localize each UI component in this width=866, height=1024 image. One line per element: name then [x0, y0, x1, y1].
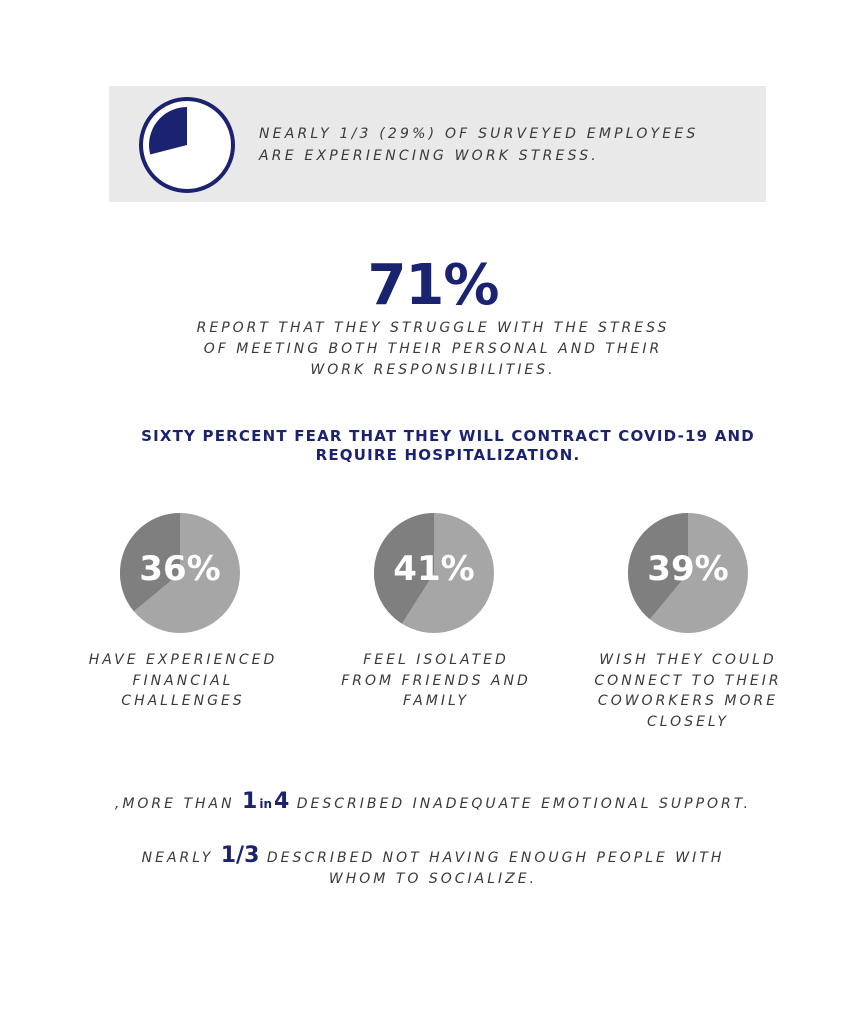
isolation-percent-label: 41% — [393, 549, 475, 589]
pie-slice — [119, 513, 180, 612]
line2-num: 1/3 — [220, 843, 260, 868]
financial-percent-label: 36% — [139, 549, 221, 589]
work-stress-slice — [148, 107, 187, 155]
line1-suffix: described inadequate emotional support. — [296, 796, 752, 812]
coworker-caption: wish they could connect to their coworke… — [594, 652, 782, 730]
big-stat-value: 71% — [367, 253, 499, 318]
financial-caption: have experienced financial challenges — [88, 652, 278, 709]
work-stress-pie-icon — [139, 97, 235, 193]
coworker-pie-chart — [627, 513, 748, 633]
pie-slice — [627, 513, 688, 620]
line1-prefix: ,more than — [114, 796, 235, 812]
work-stress-text: Nearly 1/3 (29%) of surveyed employees a… — [259, 126, 699, 164]
emotional-support-line: ,more than 1 in4 described inadequate emo… — [0, 789, 866, 814]
line1-num1: 1 — [242, 789, 258, 814]
line2-prefix: nearly — [141, 850, 214, 866]
line1-in: in — [259, 797, 272, 811]
financial-pie-chart — [119, 513, 240, 633]
pie-slice — [373, 513, 434, 624]
big-stat-description: report that they struggle with the stres… — [196, 320, 670, 378]
line2-suffix: described not having enough people with … — [266, 850, 725, 887]
coworker-percent-label: 39% — [647, 549, 729, 589]
covid-fear-headline: Sixty percent fear that they will contra… — [141, 427, 755, 464]
socialize-line: nearly 1/3 described not having enough p… — [120, 845, 746, 890]
isolation-caption: feel isolated from friends and family — [341, 652, 531, 709]
line1-num2: 4 — [274, 789, 290, 814]
isolation-pie-chart — [373, 513, 494, 633]
